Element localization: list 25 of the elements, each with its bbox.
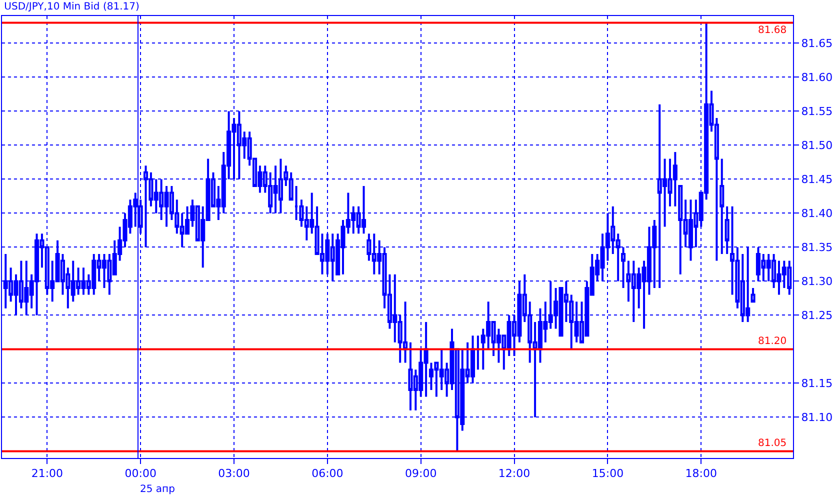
y-tick-label: 81.30 — [801, 275, 833, 288]
y-tick-label: 81.50 — [801, 139, 833, 152]
x-tick-label: 18:00 — [685, 467, 717, 480]
ref-line-label: 81.20 — [758, 336, 787, 347]
x-tick-label: 12:00 — [498, 467, 530, 480]
x-tick-label: 03:00 — [218, 467, 250, 480]
x-tick-label: 21:00 — [31, 467, 64, 480]
ref-line-label: 25 апр — [140, 484, 175, 495]
y-tick-label: 81.55 — [801, 105, 833, 118]
y-tick-label: 81.10 — [801, 411, 833, 424]
y-tick-label: 81.15 — [801, 377, 833, 390]
x-tick-label: 09:00 — [405, 467, 437, 480]
y-tick-label: 81.45 — [801, 173, 833, 186]
y-tick-label: 81.40 — [801, 207, 833, 220]
chart-title: USD/JPY,10 Min Bid (81.17) — [4, 2, 140, 13]
y-tick-label: 81.35 — [801, 241, 833, 254]
x-tick-label: 15:00 — [592, 467, 624, 480]
ref-line-label: 81.68 — [758, 25, 787, 36]
y-tick-label: 81.65 — [801, 37, 833, 50]
y-tick-label: 81.60 — [801, 71, 833, 84]
x-tick-label: 00:00 — [124, 467, 156, 480]
candlestick — [750, 287, 756, 303]
y-tick-label: 81.25 — [801, 309, 833, 322]
x-tick-label: 06:00 — [312, 467, 344, 480]
ref-line-label: 81.05 — [758, 438, 787, 449]
